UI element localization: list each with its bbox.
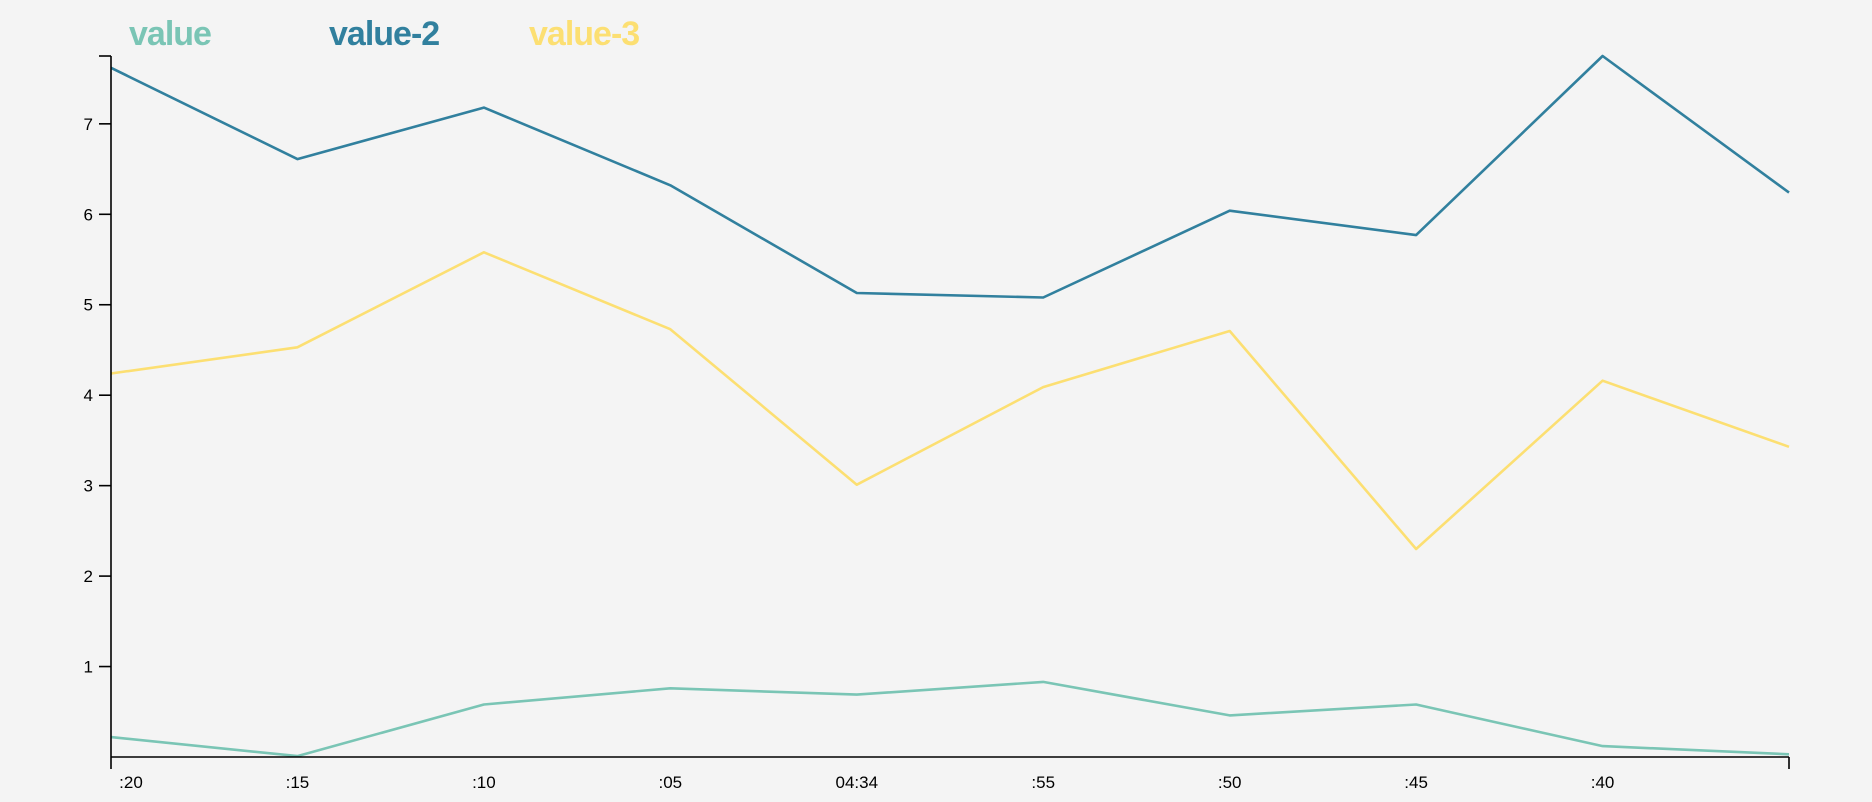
x-tick-label: :55 [1031, 773, 1055, 792]
x-tick-label: :15 [286, 773, 310, 792]
series-line-value-3 [110, 251, 1790, 551]
series-lines [110, 54, 1790, 758]
x-tick-label: :05 [659, 773, 683, 792]
legend-entry-value: value [129, 15, 211, 53]
series-line-value-2 [110, 54, 1790, 299]
y-tick-label: 3 [84, 477, 93, 496]
x-tick-label: :20 [119, 773, 143, 792]
y-axis: 1 2 3 4 5 6 7 [84, 55, 112, 757]
series-line-value [110, 680, 1790, 758]
x-tick-label: :50 [1218, 773, 1242, 792]
x-axis: :20 :15 :10 :05 04:34 :55 :50 :45 :40 [110, 756, 1790, 792]
x-tick-label: :40 [1591, 773, 1615, 792]
legend-entry-value-3: value-3 [529, 15, 639, 53]
y-tick-label: 6 [84, 205, 93, 224]
x-tick-label: :10 [472, 773, 496, 792]
legend: value value-2 value-3 [129, 15, 640, 53]
y-tick-label: 2 [84, 567, 93, 586]
legend-entry-value-2: value-2 [329, 15, 439, 53]
x-tick-label: 04:34 [836, 773, 879, 792]
y-tick-label: 5 [84, 296, 93, 315]
y-tick-label: 1 [84, 658, 93, 677]
x-tick-label: :45 [1404, 773, 1428, 792]
y-tick-label: 4 [84, 386, 93, 405]
y-tick-label: 7 [84, 115, 93, 134]
